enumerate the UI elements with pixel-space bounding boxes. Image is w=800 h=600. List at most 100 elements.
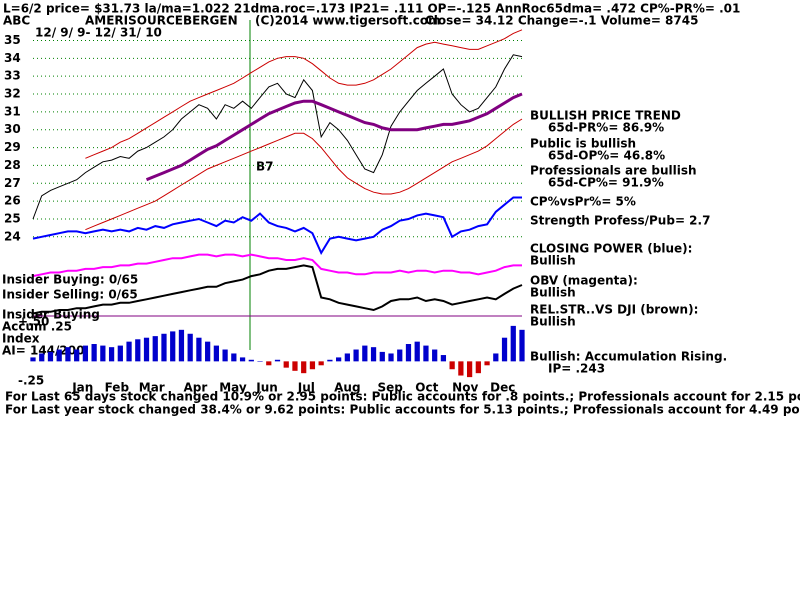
- bar: [56, 349, 62, 362]
- annotation: OBV (magenta):: [530, 274, 638, 288]
- y-tick-label: 35: [4, 33, 21, 47]
- bar: [143, 337, 150, 362]
- bar: [178, 329, 185, 362]
- bar: [370, 347, 377, 362]
- bar: [100, 345, 106, 362]
- bar: [301, 361, 307, 374]
- y-tick-label: 26: [4, 194, 21, 208]
- bar: [414, 341, 420, 362]
- bar: [327, 359, 333, 362]
- bar: [205, 341, 211, 362]
- x-tick-label: Oct: [415, 381, 438, 395]
- bar: [30, 357, 36, 362]
- bar: [266, 361, 272, 366]
- annotation: 65d-CP%= 91.9%: [548, 176, 664, 190]
- bar: [440, 355, 447, 362]
- side-label: Accum .25: [2, 320, 72, 334]
- bar: [336, 357, 342, 362]
- x-tick-label: May: [219, 381, 247, 395]
- annotation: CLOSING POWER (blue):: [530, 242, 692, 256]
- annotation: REL.STR..VS DJI (brown):: [530, 303, 698, 317]
- bar: [493, 353, 499, 362]
- bar: [458, 361, 464, 376]
- bar: [405, 344, 412, 362]
- x-tick-label: Feb: [105, 381, 130, 395]
- bar: [108, 347, 115, 362]
- y-tick-label: 27: [4, 176, 21, 190]
- symbol: ABC: [3, 14, 30, 28]
- side-label: Index: [2, 332, 40, 346]
- y-tick-label: +.50: [18, 314, 49, 328]
- series-line: [85, 29, 523, 159]
- footer-line: For Last year stock changed 38.4% or 9.6…: [5, 403, 800, 417]
- bar: [309, 361, 316, 370]
- bar: [82, 345, 89, 362]
- bar: [379, 351, 385, 362]
- series-line: [32, 253, 522, 278]
- footer-line: For Last 65 days stock changed 10.9% or …: [5, 390, 800, 404]
- side-label: AI= 144/200: [2, 344, 84, 358]
- bar: [501, 337, 508, 362]
- bar: [196, 337, 202, 362]
- y-tick-label: 29: [4, 140, 21, 154]
- chart-title: AMERISOURCEBERGEN: [85, 14, 238, 28]
- bar: [239, 357, 246, 362]
- y-tick-label: -.25: [18, 374, 44, 388]
- stats-line: L=6/2 price= $31.73 la/ma=1.022 21dma.ro…: [3, 2, 740, 16]
- series-line: [32, 54, 523, 220]
- annotation: Strength Profess/Pub= 2.7: [530, 214, 710, 228]
- bar: [248, 359, 254, 362]
- bar: [135, 339, 141, 362]
- bar: [231, 353, 237, 362]
- x-tick-label: Jun: [255, 381, 278, 395]
- side-label: Insider Selling: 0/65: [2, 288, 138, 302]
- side-label: Insider Buying: 0/65: [2, 273, 138, 287]
- bar: [432, 349, 438, 362]
- y-tick-label: 24: [4, 229, 21, 243]
- bar: [161, 333, 167, 362]
- x-tick-label: Sep: [377, 381, 403, 395]
- x-tick-label: Dec: [490, 381, 515, 395]
- date-range: 12/ 9/ 9- 12/ 31/ 10: [35, 26, 162, 40]
- bar: [152, 336, 158, 362]
- y-tick-label: 28: [4, 158, 21, 172]
- bar: [318, 361, 324, 366]
- y-tick-label: 33: [4, 69, 21, 83]
- bar: [292, 361, 298, 371]
- bar: [274, 359, 281, 362]
- annotation: Bullish: Accumulation Rising.: [530, 350, 727, 364]
- bar: [39, 353, 45, 362]
- series-line: [85, 118, 523, 231]
- annotation: 65d-OP%= 46.8%: [548, 149, 665, 163]
- y-tick-label: 30: [4, 122, 21, 136]
- bar: [74, 349, 80, 362]
- annotation: CP%vsPr%= 5%: [530, 195, 636, 209]
- signal-label: B7: [256, 160, 274, 174]
- bar: [344, 353, 350, 362]
- bar: [519, 329, 525, 362]
- x-tick-label: Nov: [452, 381, 478, 395]
- annotation: BULLISH PRICE TREND: [530, 109, 681, 123]
- bar: [397, 349, 403, 362]
- chart-subtitle: (C)2014 www.tigersoft.com: [255, 14, 441, 28]
- annotation: Bullish: [530, 315, 576, 329]
- annotation: Public is bullish: [530, 137, 636, 151]
- bar: [257, 361, 263, 362]
- bar: [222, 349, 228, 362]
- series-line: [32, 264, 523, 315]
- annotation: Bullish: [530, 286, 576, 300]
- bar: [187, 333, 193, 362]
- bar: [510, 325, 516, 362]
- x-tick-label: Mar: [139, 381, 165, 395]
- bar: [388, 353, 394, 362]
- x-tick-label: Jan: [71, 381, 93, 395]
- y-tick-label: 31: [4, 104, 21, 118]
- bar: [362, 345, 368, 362]
- series-line: [32, 196, 522, 256]
- bar: [475, 361, 481, 374]
- bar: [466, 361, 473, 378]
- bar: [117, 345, 123, 362]
- x-tick-label: Apr: [184, 381, 208, 395]
- y-tick-label: 25: [4, 211, 21, 225]
